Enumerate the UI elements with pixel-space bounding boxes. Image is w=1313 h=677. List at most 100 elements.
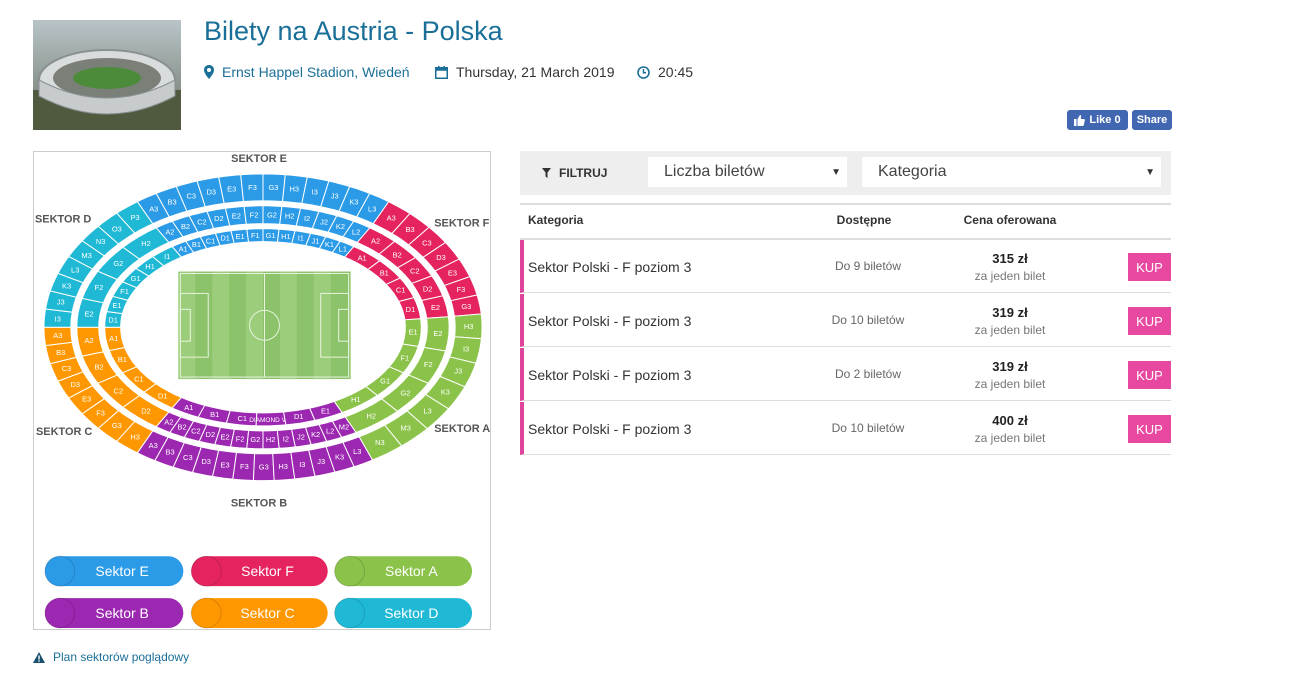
seat-label: A2 <box>84 336 93 345</box>
buy-button[interactable]: KUP <box>1128 253 1171 281</box>
row-price-note: za jeden bilet <box>974 269 1046 283</box>
seat[interactable] <box>325 441 355 473</box>
seat-label: E1 <box>112 301 121 310</box>
category-select-text[interactable]: Kategoria <box>878 163 947 180</box>
seat-label: E1 <box>409 328 418 337</box>
seat-label: D1 <box>406 305 416 314</box>
legend-label[interactable]: Sektor B <box>95 605 148 621</box>
seat[interactable] <box>143 383 183 409</box>
seat[interactable] <box>225 410 258 427</box>
seat-label: C1 <box>206 236 216 245</box>
seat[interactable] <box>191 446 220 477</box>
legend-button[interactable]: Sektor E <box>44 555 184 587</box>
seat[interactable] <box>172 442 202 474</box>
legend-button[interactable]: Sektor F <box>190 555 328 587</box>
seat[interactable] <box>272 451 296 481</box>
legend-label[interactable]: Sektor D <box>384 605 438 621</box>
seat-label: I2 <box>283 434 289 443</box>
seat[interactable] <box>283 407 316 426</box>
buy-button[interactable]: KUP <box>1128 361 1171 389</box>
seat[interactable] <box>49 356 84 382</box>
seat[interactable] <box>115 201 154 234</box>
ticket-row: Sektor Polski - F poziom 3 Do 10 biletów 4… <box>520 402 1171 455</box>
seat-label: K3 <box>349 197 358 206</box>
seat[interactable] <box>81 351 119 384</box>
seat[interactable] <box>96 374 141 408</box>
seat[interactable] <box>255 411 287 427</box>
like-text[interactable]: Like 0 <box>1089 114 1121 126</box>
seat[interactable] <box>318 420 343 442</box>
fb-share[interactable]: Share <box>1132 110 1172 130</box>
seat[interactable] <box>154 436 186 468</box>
seat-label: N3 <box>375 438 385 447</box>
seat-label: F2 <box>424 360 433 369</box>
sector-name: SEKTOR B <box>231 497 287 509</box>
column-header: Dostępne <box>836 213 892 227</box>
filter-text[interactable]: FILTRUJ <box>559 166 608 180</box>
venue-text[interactable]: Ernst Happel Stadion, Wiedeń <box>222 64 410 80</box>
seat[interactable] <box>108 347 138 374</box>
seat[interactable] <box>121 366 157 393</box>
legend-button[interactable]: Sektor C <box>190 597 328 629</box>
seat[interactable] <box>122 227 170 260</box>
legend-knob <box>44 597 76 629</box>
seat-label: A2 <box>371 237 380 246</box>
seat[interactable] <box>290 426 312 448</box>
legend-button[interactable]: Sektor B <box>44 597 184 629</box>
seat-label: C2 <box>114 386 124 395</box>
legend-button[interactable]: Sektor D <box>334 597 473 629</box>
fb-like[interactable]: Like 0 <box>1067 110 1128 130</box>
seat[interactable] <box>67 384 106 415</box>
seat-label: E3 <box>82 395 91 404</box>
seat[interactable] <box>169 416 195 438</box>
legend-button[interactable]: Sektor A <box>334 555 473 587</box>
legend-label[interactable]: Sektor A <box>385 563 438 579</box>
tickets-select[interactable]: Liczba biletów ▼ <box>648 157 847 187</box>
seat[interactable] <box>246 429 264 450</box>
seat[interactable] <box>57 371 94 399</box>
seat[interactable] <box>252 453 275 482</box>
seat[interactable] <box>232 451 256 482</box>
seat[interactable] <box>262 429 280 450</box>
seat-label: E2 <box>232 212 241 221</box>
seat[interactable] <box>122 394 170 428</box>
seat-label: G1 <box>266 231 276 240</box>
seat[interactable] <box>151 245 183 267</box>
seat-label: M2 <box>339 423 349 432</box>
seat[interactable] <box>230 428 250 449</box>
legend-label[interactable]: Sektor F <box>241 563 294 579</box>
row-price: 315 zł <box>992 251 1028 266</box>
legend-label[interactable]: Sektor E <box>95 563 148 579</box>
seat[interactable] <box>290 449 316 480</box>
seat-label: L3 <box>424 406 432 415</box>
seat[interactable] <box>214 426 236 448</box>
buy-button[interactable]: KUP <box>1128 415 1171 443</box>
seat[interactable] <box>331 416 357 438</box>
seat[interactable] <box>308 400 343 421</box>
seat[interactable] <box>115 420 154 454</box>
buy-button[interactable]: KUP <box>1128 307 1171 335</box>
legend-label[interactable]: Sektor C <box>240 605 294 621</box>
seat[interactable] <box>97 409 136 443</box>
seat-label: F2 <box>95 283 104 292</box>
category-select[interactable]: Kategoria ▼ <box>862 157 1161 187</box>
seat-label: K3 <box>62 281 71 290</box>
table-header-rule <box>520 238 1171 240</box>
seat[interactable] <box>211 449 238 480</box>
seat[interactable] <box>304 423 328 446</box>
seat[interactable] <box>198 423 222 446</box>
seat[interactable] <box>342 436 374 468</box>
filter-label[interactable]: FILTRUJ <box>542 166 607 180</box>
seat-label: D3 <box>206 187 216 196</box>
seat-label: G2 <box>113 259 123 268</box>
tickets-select-text[interactable]: Liczba biletów <box>664 163 765 180</box>
share-text[interactable]: Share <box>1136 114 1168 126</box>
seat[interactable] <box>81 398 120 429</box>
legend-knob <box>334 597 366 629</box>
seat[interactable] <box>197 404 231 424</box>
venue[interactable]: Ernst Happel Stadion, Wiedeń <box>204 64 410 80</box>
row-price: 319 zł <box>992 305 1028 320</box>
seat[interactable] <box>44 341 77 365</box>
seat-label: F3 <box>240 462 249 471</box>
seat[interactable] <box>276 428 296 449</box>
